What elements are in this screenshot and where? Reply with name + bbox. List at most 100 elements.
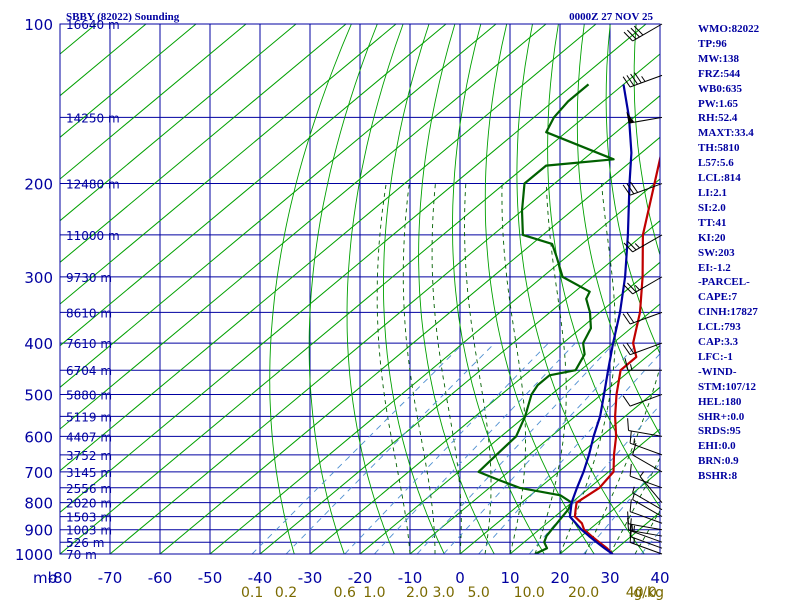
moist-adiabat — [376, 183, 411, 554]
temperature-tick-label: -20 — [348, 569, 373, 587]
dry-adiabat — [383, 24, 445, 554]
index-readout: MAXT:33.4 — [698, 127, 754, 140]
index-readout: MW:138 — [698, 52, 739, 65]
temperature-tick-label: 30 — [600, 569, 619, 587]
dry-adiabat — [346, 24, 404, 554]
wind-barb — [624, 358, 663, 371]
wind-barb-stem — [629, 342, 663, 356]
moist-adiabat — [431, 183, 462, 554]
pressure-tick-label: 300 — [24, 269, 53, 287]
isotherm-line — [509, 428, 660, 554]
wind-barb-half-flag — [630, 364, 633, 371]
wind-barb-half-flag — [631, 524, 633, 531]
height-label: 7610 m — [66, 337, 112, 351]
height-label: 4407 m — [66, 430, 112, 444]
wind-barb-flag — [627, 29, 637, 40]
wind-barb-half-flag — [639, 471, 645, 477]
isotherm-line — [359, 303, 660, 554]
isotherm-line — [60, 24, 397, 305]
height-label: 1003 m — [66, 524, 112, 538]
height-label: 9730 m — [66, 271, 112, 285]
height-label: 11000 m — [66, 229, 120, 243]
wind-barb-stem — [629, 511, 663, 524]
wind-barb-half-flag — [633, 537, 635, 544]
wind-barb-half-flag — [641, 76, 646, 82]
index-readout: L57:5.6 — [698, 157, 734, 170]
height-label: 2020 m — [66, 497, 112, 511]
chart-datetime: 0000Z 27 NOV 25 — [569, 11, 653, 23]
wind-barb-flag — [627, 282, 637, 293]
wind-barb-flag — [633, 25, 644, 36]
mixing-ratio-line — [374, 342, 576, 554]
index-readout: CAP:3.3 — [698, 336, 739, 349]
index-readout: SW:203 — [698, 246, 735, 259]
wind-barb-half-flag — [634, 243, 640, 249]
isotherm-line — [60, 24, 197, 138]
wind-barb-flag — [626, 312, 635, 323]
wind-barb-flag — [626, 342, 635, 354]
dry-adiabat — [576, 24, 660, 436]
wind-barb — [627, 511, 663, 531]
isotherm-line — [60, 24, 597, 472]
height-label: 16640 m — [66, 18, 120, 32]
pressure-tick-label: 400 — [24, 335, 53, 353]
index-readout: SRDS:95 — [698, 425, 741, 438]
temperature-profile — [573, 154, 660, 554]
isotherm-line — [209, 178, 660, 554]
wind-barb-stem — [632, 276, 663, 295]
wind-barb-flag — [630, 181, 639, 193]
wind-barb — [623, 276, 663, 295]
wind-barb — [632, 493, 663, 518]
index-readout: WB0:635 — [698, 82, 742, 95]
isotherm-line — [60, 53, 660, 554]
index-readout: BSHR:8 — [698, 470, 738, 483]
height-label: 526 m — [66, 536, 104, 550]
index-readout: HEL:180 — [698, 395, 742, 408]
wind-barb — [626, 111, 663, 124]
wind-barb-flag — [633, 72, 642, 84]
wind-barb-stem — [629, 530, 663, 543]
isotherm-line — [459, 386, 660, 554]
index-readout: TH:5810 — [698, 142, 740, 155]
stability-indices-panel: WMO:82022 TP:96 MW:138 FRZ:544 WB0:635 PW:1.6… — [698, 22, 798, 484]
isotherm-line — [60, 24, 647, 513]
wind-barb — [627, 418, 663, 437]
pressure-tick-label: 800 — [24, 495, 53, 513]
index-readout: TT:41 — [698, 216, 727, 229]
wind-barb-flag — [623, 242, 633, 253]
moist-adiabat — [534, 183, 567, 554]
parcel-path — [568, 84, 633, 554]
wind-barb-stem — [629, 74, 663, 88]
mixing-ratio-label: 5.0 — [467, 585, 489, 600]
wind-barb-flag — [626, 75, 635, 86]
index-readout: CINH:17827 — [698, 306, 758, 319]
dry-adiabat — [633, 24, 660, 257]
wind-barb — [622, 72, 663, 88]
mixing-ratio-line — [416, 342, 615, 554]
wind-barb-stem — [632, 454, 663, 473]
temperature-tick-label: 40 — [650, 569, 669, 587]
index-readout: -PARCEL- — [698, 276, 750, 289]
isotherm-line — [60, 24, 247, 180]
height-label: 12480 m — [66, 178, 120, 192]
wind-barb-flag — [622, 313, 631, 325]
wind-barb-flag — [626, 183, 635, 195]
axis-unit-label: mb — [33, 569, 57, 587]
moist-adiabat — [501, 183, 526, 554]
temperature-tick-label: -50 — [198, 569, 223, 587]
dry-adiabat — [269, 24, 352, 554]
plot-frame — [59, 23, 661, 555]
pressure-tick-label: 900 — [24, 522, 53, 540]
height-label: 70 m — [66, 548, 97, 562]
height-label: 14250 m — [66, 111, 120, 125]
mixing-ratio-label: 10.0 — [514, 585, 545, 600]
moist-adiabat — [402, 183, 436, 554]
mixing-ratio-label: 3.0 — [432, 585, 454, 600]
wind-barb-stem — [628, 523, 663, 531]
wind-barb-flag — [622, 76, 631, 88]
wind-barb-stem — [629, 183, 663, 196]
wind-barb — [622, 311, 663, 325]
wind-barb-stem — [629, 475, 663, 489]
wind-barb-half-flag — [632, 493, 635, 500]
